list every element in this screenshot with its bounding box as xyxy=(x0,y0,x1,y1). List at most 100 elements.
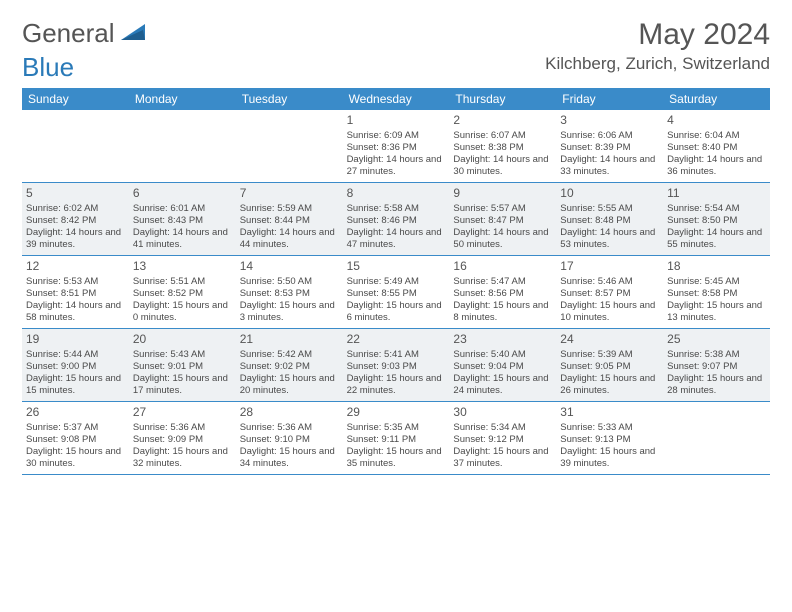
month-title: May 2024 xyxy=(545,18,770,52)
day-number: 31 xyxy=(560,405,659,420)
calendar-day: 31Sunrise: 5:33 AMSunset: 9:13 PMDayligh… xyxy=(556,402,663,474)
calendar-week: 19Sunrise: 5:44 AMSunset: 9:00 PMDayligh… xyxy=(22,329,770,402)
header: General May 2024 Kilchberg, Zurich, Swit… xyxy=(22,18,770,74)
daylight-text: Daylight: 15 hours and 30 minutes. xyxy=(26,446,125,470)
calendar-day: 23Sunrise: 5:40 AMSunset: 9:04 PMDayligh… xyxy=(449,329,556,401)
day-number: 11 xyxy=(667,186,766,201)
calendar-day: 30Sunrise: 5:34 AMSunset: 9:12 PMDayligh… xyxy=(449,402,556,474)
day-number: 10 xyxy=(560,186,659,201)
sunset-text: Sunset: 9:03 PM xyxy=(347,361,446,373)
sunset-text: Sunset: 8:43 PM xyxy=(133,215,232,227)
sunset-text: Sunset: 8:36 PM xyxy=(347,142,446,154)
calendar-day: 25Sunrise: 5:38 AMSunset: 9:07 PMDayligh… xyxy=(663,329,770,401)
weekday-label: Monday xyxy=(129,88,236,110)
calendar-day: 6Sunrise: 6:01 AMSunset: 8:43 PMDaylight… xyxy=(129,183,236,255)
calendar-day: 12Sunrise: 5:53 AMSunset: 8:51 PMDayligh… xyxy=(22,256,129,328)
sunrise-text: Sunrise: 5:46 AM xyxy=(560,276,659,288)
day-number: 13 xyxy=(133,259,232,274)
day-number: 20 xyxy=(133,332,232,347)
sunset-text: Sunset: 8:42 PM xyxy=(26,215,125,227)
calendar-day: 18Sunrise: 5:45 AMSunset: 8:58 PMDayligh… xyxy=(663,256,770,328)
daylight-text: Daylight: 15 hours and 35 minutes. xyxy=(347,446,446,470)
sunset-text: Sunset: 9:02 PM xyxy=(240,361,339,373)
sunrise-text: Sunrise: 5:42 AM xyxy=(240,349,339,361)
calendar-day: 22Sunrise: 5:41 AMSunset: 9:03 PMDayligh… xyxy=(343,329,450,401)
sunset-text: Sunset: 9:10 PM xyxy=(240,434,339,446)
calendar-day: 13Sunrise: 5:51 AMSunset: 8:52 PMDayligh… xyxy=(129,256,236,328)
sunrise-text: Sunrise: 5:49 AM xyxy=(347,276,446,288)
daylight-text: Daylight: 15 hours and 20 minutes. xyxy=(240,373,339,397)
weekday-label: Thursday xyxy=(449,88,556,110)
location: Kilchberg, Zurich, Switzerland xyxy=(545,54,770,74)
day-number: 16 xyxy=(453,259,552,274)
calendar-day: 28Sunrise: 5:36 AMSunset: 9:10 PMDayligh… xyxy=(236,402,343,474)
calendar-day-empty xyxy=(236,110,343,182)
calendar-day: 3Sunrise: 6:06 AMSunset: 8:39 PMDaylight… xyxy=(556,110,663,182)
daylight-text: Daylight: 15 hours and 15 minutes. xyxy=(26,373,125,397)
calendar-day-empty xyxy=(663,402,770,474)
sunset-text: Sunset: 8:58 PM xyxy=(667,288,766,300)
calendar-day: 5Sunrise: 6:02 AMSunset: 8:42 PMDaylight… xyxy=(22,183,129,255)
sunrise-text: Sunrise: 5:39 AM xyxy=(560,349,659,361)
calendar-day: 8Sunrise: 5:58 AMSunset: 8:46 PMDaylight… xyxy=(343,183,450,255)
sunrise-text: Sunrise: 5:57 AM xyxy=(453,203,552,215)
sunrise-text: Sunrise: 5:41 AM xyxy=(347,349,446,361)
sunrise-text: Sunrise: 5:58 AM xyxy=(347,203,446,215)
sunset-text: Sunset: 8:48 PM xyxy=(560,215,659,227)
sunrise-text: Sunrise: 5:33 AM xyxy=(560,422,659,434)
day-number: 14 xyxy=(240,259,339,274)
calendar-day: 29Sunrise: 5:35 AMSunset: 9:11 PMDayligh… xyxy=(343,402,450,474)
calendar-day-empty xyxy=(129,110,236,182)
daylight-text: Daylight: 14 hours and 44 minutes. xyxy=(240,227,339,251)
sunset-text: Sunset: 9:05 PM xyxy=(560,361,659,373)
calendar-day: 21Sunrise: 5:42 AMSunset: 9:02 PMDayligh… xyxy=(236,329,343,401)
sunrise-text: Sunrise: 5:55 AM xyxy=(560,203,659,215)
daylight-text: Daylight: 15 hours and 32 minutes. xyxy=(133,446,232,470)
day-number: 15 xyxy=(347,259,446,274)
daylight-text: Daylight: 14 hours and 50 minutes. xyxy=(453,227,552,251)
sunset-text: Sunset: 8:39 PM xyxy=(560,142,659,154)
sunrise-text: Sunrise: 6:01 AM xyxy=(133,203,232,215)
sunrise-text: Sunrise: 5:36 AM xyxy=(240,422,339,434)
weekday-label: Saturday xyxy=(663,88,770,110)
sunset-text: Sunset: 8:53 PM xyxy=(240,288,339,300)
sunrise-text: Sunrise: 5:54 AM xyxy=(667,203,766,215)
sunrise-text: Sunrise: 5:45 AM xyxy=(667,276,766,288)
sunset-text: Sunset: 8:51 PM xyxy=(26,288,125,300)
day-number: 18 xyxy=(667,259,766,274)
calendar-week: 26Sunrise: 5:37 AMSunset: 9:08 PMDayligh… xyxy=(22,402,770,475)
daylight-text: Daylight: 15 hours and 17 minutes. xyxy=(133,373,232,397)
daylight-text: Daylight: 15 hours and 28 minutes. xyxy=(667,373,766,397)
sunrise-text: Sunrise: 5:44 AM xyxy=(26,349,125,361)
weekday-header: SundayMondayTuesdayWednesdayThursdayFrid… xyxy=(22,88,770,110)
sunset-text: Sunset: 9:07 PM xyxy=(667,361,766,373)
day-number: 17 xyxy=(560,259,659,274)
sunrise-text: Sunrise: 6:09 AM xyxy=(347,130,446,142)
weekday-label: Wednesday xyxy=(343,88,450,110)
sunrise-text: Sunrise: 6:02 AM xyxy=(26,203,125,215)
weekday-label: Tuesday xyxy=(236,88,343,110)
calendar-day: 7Sunrise: 5:59 AMSunset: 8:44 PMDaylight… xyxy=(236,183,343,255)
sunset-text: Sunset: 9:12 PM xyxy=(453,434,552,446)
title-block: May 2024 Kilchberg, Zurich, Switzerland xyxy=(545,18,770,74)
sunrise-text: Sunrise: 5:34 AM xyxy=(453,422,552,434)
sunset-text: Sunset: 8:38 PM xyxy=(453,142,552,154)
sunset-text: Sunset: 8:52 PM xyxy=(133,288,232,300)
logo-text-1: General xyxy=(22,18,115,49)
calendar-week: 12Sunrise: 5:53 AMSunset: 8:51 PMDayligh… xyxy=(22,256,770,329)
sunrise-text: Sunrise: 5:40 AM xyxy=(453,349,552,361)
day-number: 6 xyxy=(133,186,232,201)
calendar-day: 9Sunrise: 5:57 AMSunset: 8:47 PMDaylight… xyxy=(449,183,556,255)
sunrise-text: Sunrise: 5:36 AM xyxy=(133,422,232,434)
calendar-day: 26Sunrise: 5:37 AMSunset: 9:08 PMDayligh… xyxy=(22,402,129,474)
sunset-text: Sunset: 8:44 PM xyxy=(240,215,339,227)
sunrise-text: Sunrise: 5:50 AM xyxy=(240,276,339,288)
sunset-text: Sunset: 9:04 PM xyxy=(453,361,552,373)
calendar-day: 27Sunrise: 5:36 AMSunset: 9:09 PMDayligh… xyxy=(129,402,236,474)
day-number: 26 xyxy=(26,405,125,420)
calendar-day: 14Sunrise: 5:50 AMSunset: 8:53 PMDayligh… xyxy=(236,256,343,328)
daylight-text: Daylight: 15 hours and 39 minutes. xyxy=(560,446,659,470)
day-number: 5 xyxy=(26,186,125,201)
day-number: 24 xyxy=(560,332,659,347)
sunrise-text: Sunrise: 5:35 AM xyxy=(347,422,446,434)
